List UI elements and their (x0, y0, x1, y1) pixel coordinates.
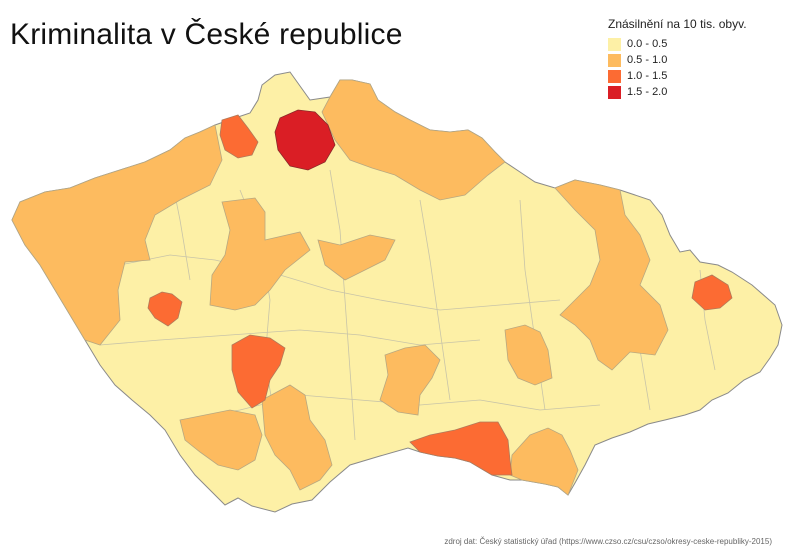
district-znojmo (409, 421, 513, 476)
legend-label: 0.0 - 0.5 (627, 38, 668, 50)
map-title: Kriminalita v České republice (10, 18, 403, 51)
legend-label: 0.5 - 1.0 (627, 54, 668, 66)
legend-swatch (608, 85, 621, 99)
district-south-west (179, 409, 263, 471)
district-ceske-budejovice (261, 384, 333, 491)
legend-item: 0.5 - 1.0 (608, 52, 788, 68)
district-decin (219, 114, 259, 159)
district-vyskov (504, 324, 553, 386)
legend-label: 1.0 - 1.5 (627, 70, 668, 82)
district-jesenik (554, 179, 669, 371)
legend-label: 1.5 - 2.0 (627, 86, 668, 98)
district-breclav (509, 427, 579, 496)
legend-item: 1.5 - 2.0 (608, 84, 788, 100)
district-plzen-mesto (147, 291, 183, 327)
data-source-note: zdroj dat: Český statistický úřad (https… (444, 537, 772, 546)
legend-swatch (608, 37, 621, 51)
legend-title: Znásilnění na 10 tis. obyv. (608, 17, 747, 31)
district-west-bohemia (11, 124, 223, 346)
districts-1.0-1.5 (147, 114, 733, 476)
district-zdar (379, 344, 441, 416)
district-liberec (274, 109, 336, 171)
legend-item: 1.0 - 1.5 (608, 68, 788, 84)
district-pisek (231, 334, 286, 409)
district-ostrava (691, 274, 733, 311)
legend-swatch (608, 53, 621, 67)
legend: Znásilnění na 10 tis. obyv. 0.0 - 0.5 0.… (608, 17, 788, 100)
legend-item: 0.0 - 0.5 (608, 36, 788, 52)
district-kolin (317, 234, 396, 281)
district-teplice (209, 197, 311, 311)
legend-swatch (608, 69, 621, 83)
districts-0.5-1.0 (11, 79, 669, 496)
district-north-east (321, 79, 506, 201)
